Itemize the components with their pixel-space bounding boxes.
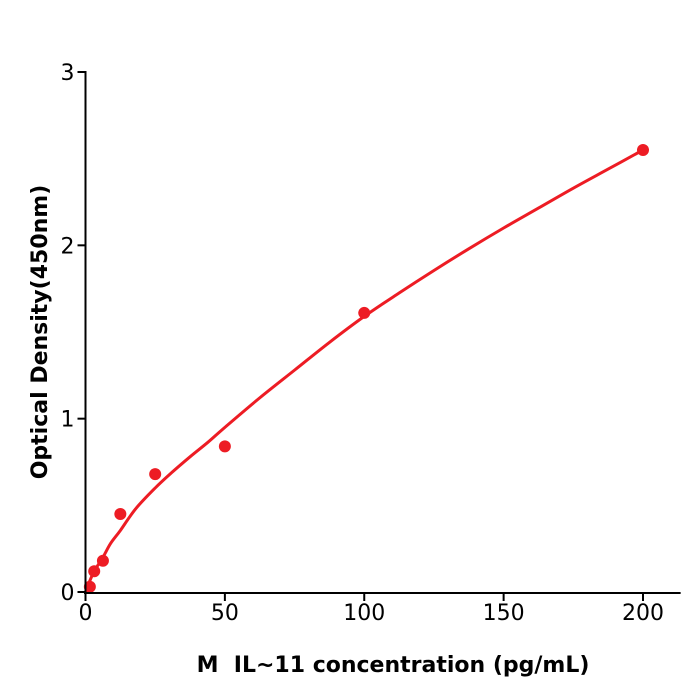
y-axis-label: Optical Density(450nm) bbox=[28, 184, 53, 480]
x-tick-label: 150 bbox=[483, 601, 525, 626]
y-tick-label: 3 bbox=[61, 61, 75, 86]
x-tick-label: 50 bbox=[211, 601, 239, 626]
y-tick-label: 2 bbox=[61, 234, 75, 259]
x-tick-label: 200 bbox=[622, 601, 664, 626]
x-tick-label: 100 bbox=[343, 601, 385, 626]
data-point bbox=[114, 508, 127, 520]
y-tick-label: 1 bbox=[61, 408, 75, 433]
data-point bbox=[96, 554, 109, 567]
x-tick-label: 0 bbox=[79, 601, 93, 626]
fit-curve bbox=[84, 148, 645, 594]
data-point bbox=[358, 306, 371, 319]
data-point bbox=[149, 468, 162, 481]
data-point bbox=[83, 580, 96, 593]
x-axis-label: M IL~11 concentration (pg/mL) bbox=[196, 653, 590, 678]
data-point bbox=[637, 144, 649, 156]
data-point bbox=[218, 440, 231, 453]
y-tick-label: 0 bbox=[61, 581, 75, 606]
data-point bbox=[88, 565, 101, 578]
